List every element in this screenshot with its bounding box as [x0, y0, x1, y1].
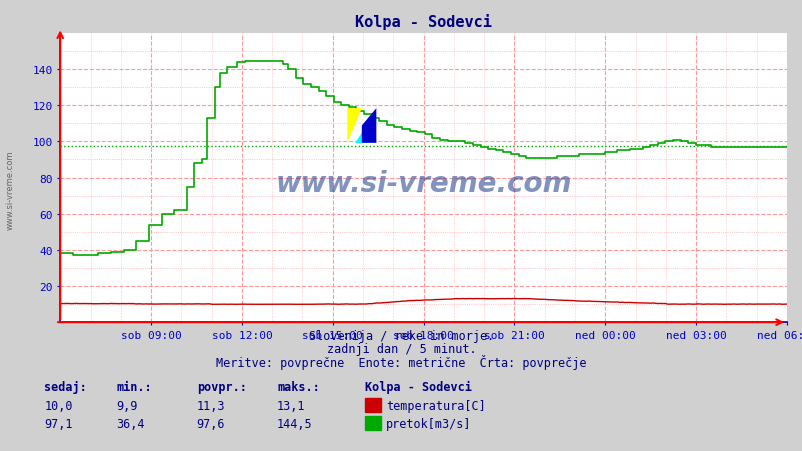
Text: Kolpa - Sodevci: Kolpa - Sodevci	[365, 380, 472, 393]
Text: zadnji dan / 5 minut.: zadnji dan / 5 minut.	[326, 343, 476, 356]
Title: Kolpa - Sodevci: Kolpa - Sodevci	[354, 14, 492, 30]
Text: Meritve: povprečne  Enote: metrične  Črta: povprečje: Meritve: povprečne Enote: metrične Črta:…	[216, 354, 586, 369]
Text: 10,0: 10,0	[44, 400, 72, 413]
Text: 9,9: 9,9	[116, 400, 138, 413]
Text: 11,3: 11,3	[196, 400, 225, 413]
Text: www.si-vreme.com: www.si-vreme.com	[6, 150, 15, 229]
Text: Slovenija / reke in morje.: Slovenija / reke in morje.	[309, 329, 493, 342]
Text: www.si-vreme.com: www.si-vreme.com	[275, 170, 571, 198]
Polygon shape	[362, 109, 376, 143]
Text: temperatura[C]: temperatura[C]	[386, 400, 485, 413]
Text: 97,1: 97,1	[44, 418, 72, 431]
Text: sedaj:: sedaj:	[44, 380, 87, 393]
Polygon shape	[354, 123, 369, 143]
Text: 97,6: 97,6	[196, 418, 225, 431]
Text: min.:: min.:	[116, 380, 152, 393]
Text: maks.:: maks.:	[277, 380, 319, 393]
Text: 36,4: 36,4	[116, 418, 144, 431]
Text: 144,5: 144,5	[277, 418, 312, 431]
Text: pretok[m3/s]: pretok[m3/s]	[386, 418, 471, 431]
Text: 13,1: 13,1	[277, 400, 305, 413]
Text: povpr.:: povpr.:	[196, 380, 246, 393]
Polygon shape	[346, 109, 362, 143]
